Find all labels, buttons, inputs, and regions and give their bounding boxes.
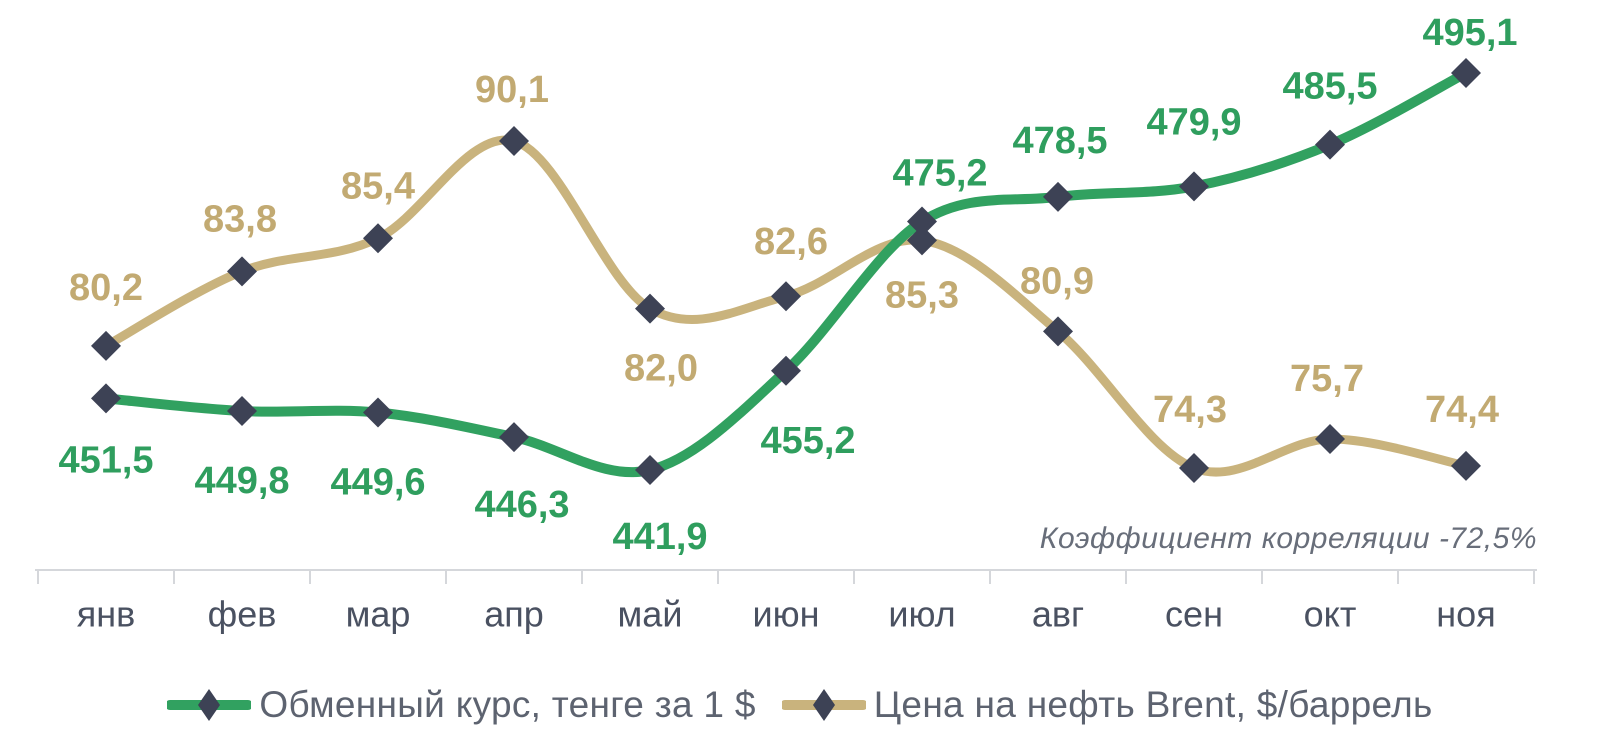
brent-oil-price-label-9: 75,7 [1290,358,1364,400]
x-axis-label-2: мар [346,594,411,635]
x-axis-label-3: апр [484,594,544,635]
correlation-annotation: Коэффициент корреляции -72,5% [1040,522,1537,555]
brent-oil-price-point-1 [227,256,257,287]
exchange-rate-label-6: 475,2 [892,153,987,195]
x-axis-label-7: авг [1032,594,1084,635]
exchange-rate-label-0: 451,5 [58,439,153,481]
x-axis-label-10: ноя [1436,594,1495,635]
brent-oil-price-point-7 [1043,316,1073,347]
exchange-rate-label-7: 478,5 [1012,120,1107,162]
x-axis-label-4: май [618,594,683,635]
brent-oil-price-point-4 [635,293,665,324]
brent-oil-price-point-9 [1315,424,1345,455]
brent-oil-price-label-1: 83,8 [203,198,277,240]
brent-oil-price-label-0: 80,2 [69,267,143,309]
exchange-rate-label-2: 449,6 [330,462,425,504]
brent-oil-price-line-marker-icon [781,689,866,721]
exchange-rate-point-3 [499,422,529,453]
x-axis-label-5: июн [753,594,820,635]
brent-oil-price-point-5 [771,281,801,312]
brent-oil-price-point-10 [1451,450,1481,481]
exchange-rate-label-5: 455,2 [760,420,855,462]
series-markers [91,58,1481,485]
brent-oil-price-point-2 [363,223,393,254]
brent-oil-price-label-10: 74,4 [1425,389,1499,431]
exchange-rate-label-8: 479,9 [1146,101,1241,143]
exchange-rate-label-10: 495,1 [1422,12,1517,54]
x-axis-label-8: сен [1165,594,1223,635]
legend-label-brent-oil-price: Цена на нефть Brent, $/баррель [873,684,1433,725]
x-axis-label-1: фев [208,594,277,635]
exchange-rate-point-7 [1043,181,1073,212]
brent-oil-price-label-4: 82,0 [624,348,698,390]
exchange-rate-line [101,68,1471,478]
exchange-rate-point-10 [1451,58,1481,89]
exchange-rate-point-8 [1179,171,1209,202]
brent-oil-price-point-0 [91,330,121,361]
brent-oil-price-point-6 [907,225,937,256]
exchange-rate-point-1 [227,396,257,427]
x-axis-label-9: окт [1304,594,1357,635]
chart-legend: Обменный курс, тенге за 1 $ Цена на нефт… [0,666,1600,744]
exchange-rate-point-4 [635,455,665,485]
brent-oil-price-label-7: 80,9 [1020,260,1094,302]
x-axis-label-6: июл [888,594,955,635]
brent-oil-price-label-2: 85,4 [341,165,415,207]
data-labels: 451,5 449,8 449,6 446,3 441,9 455,2 475,2 478,5… [58,12,1517,558]
exchange-rate-label-3: 446,3 [474,484,569,526]
x-axis: янв фев мар апр май июн июл авг сен окт ноя [35,569,1537,635]
brent-oil-price-point-8 [1179,453,1209,483]
brent-oil-price-label-8: 74,3 [1153,389,1227,431]
exchange-rate-label-9: 485,5 [1282,66,1377,108]
brent-oil-price-label-6: 85,3 [885,274,959,316]
legend-item-exchange-rate: Обменный курс, тенге за 1 $ [167,684,755,726]
brent-oil-price-label-3: 90,1 [475,69,549,111]
exchange-rate-point-9 [1315,129,1345,160]
exchange-rate-point-5 [771,355,801,386]
exchange-rate-point-2 [363,397,393,428]
exchange-rate-line-marker-icon [167,689,252,721]
exchange-rate-point-0 [91,383,121,414]
legend-item-brent-oil-price: Цена на нефть Brent, $/баррель [781,684,1433,726]
brent-oil-price-point-3 [499,126,529,157]
exchange-rate-label-1: 449,8 [194,460,289,502]
brent-oil-price-label-5: 82,6 [754,221,828,263]
series-lines [101,68,1471,478]
exchange-rate-label-4: 441,9 [612,516,707,558]
exchange-rate-point-6 [907,206,937,237]
legend-label-exchange-rate: Обменный курс, тенге за 1 $ [259,684,756,725]
x-axis-label-0: янв [77,594,136,635]
